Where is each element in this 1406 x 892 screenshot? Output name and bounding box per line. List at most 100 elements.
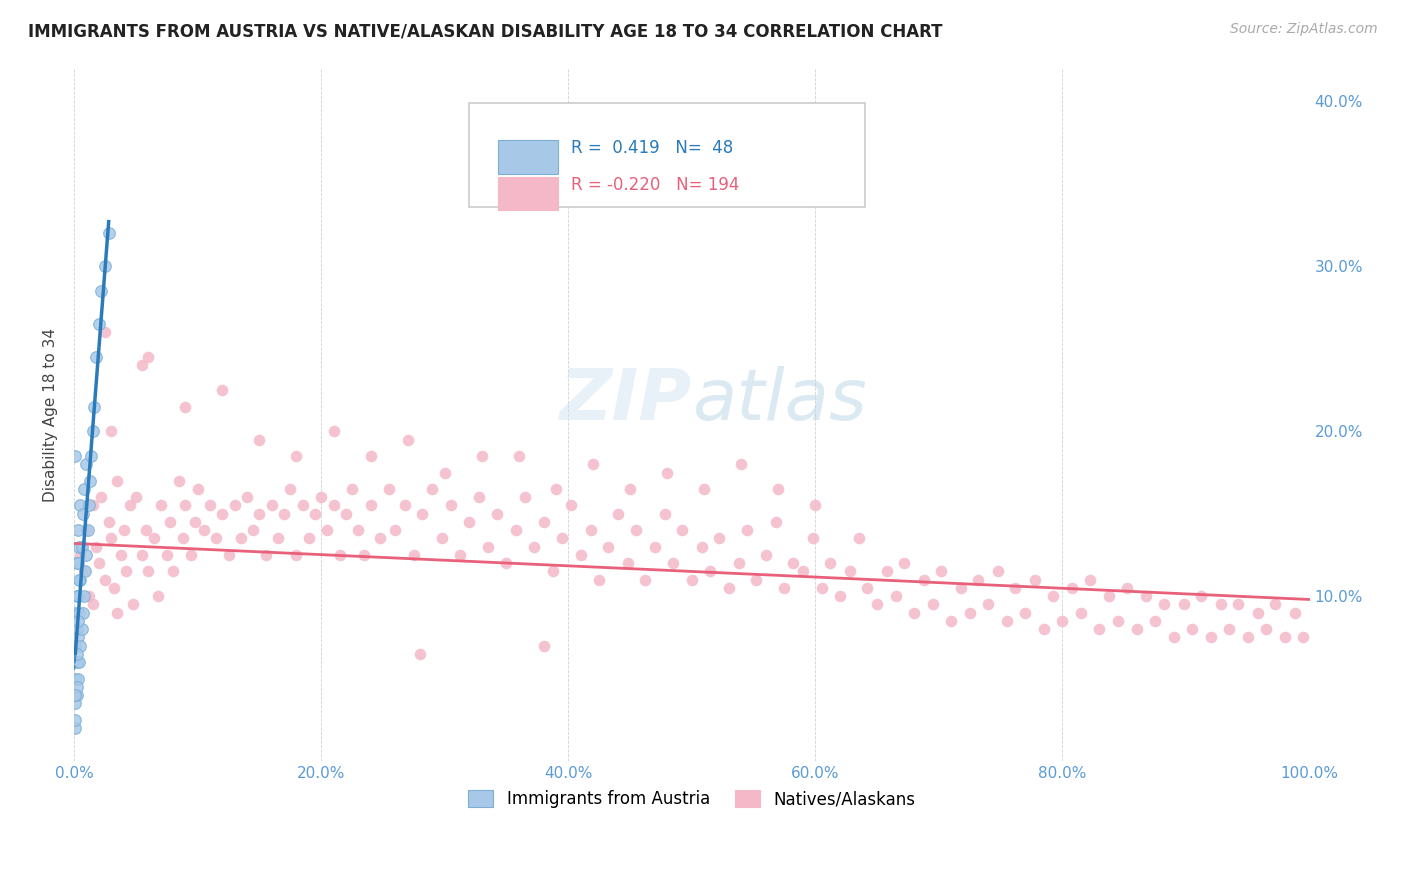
Point (97, 227, 120, 241)
Point (322, 499, 344, 513)
Point (110, 548, 132, 562)
Point (105, 606, 128, 620)
Point (97, 515, 120, 529)
Point (693, 482, 716, 496)
Point (1209, 598, 1232, 612)
Point (131, 359, 153, 373)
Point (100, 425, 122, 439)
Point (70, 622, 93, 636)
Point (73, 482, 96, 496)
Point (893, 556, 915, 570)
Text: ZIP: ZIP (560, 367, 692, 435)
Point (1199, 631, 1222, 645)
Point (83, 400, 105, 414)
Point (378, 482, 401, 496)
Point (768, 482, 790, 496)
Point (440, 499, 463, 513)
Point (65, 655, 87, 669)
Point (485, 507, 508, 521)
Point (77, 589, 100, 603)
Point (409, 647, 432, 661)
Point (94, 573, 117, 587)
Point (70, 540, 93, 554)
Point (322, 425, 344, 439)
Point (1135, 589, 1157, 603)
Point (184, 515, 207, 529)
Point (468, 490, 491, 504)
Text: R =  0.419   N=  48: R = 0.419 N= 48 (571, 139, 733, 157)
Point (717, 581, 740, 595)
Point (94, 326, 117, 340)
Point (624, 523, 647, 537)
Point (65, 449, 87, 463)
Point (67, 655, 90, 669)
Point (471, 449, 494, 463)
Point (654, 507, 676, 521)
Point (105, 474, 128, 488)
Point (75, 457, 97, 471)
Point (291, 499, 314, 513)
Point (596, 540, 619, 554)
Y-axis label: Disability Age 18 to 34: Disability Age 18 to 34 (44, 327, 58, 502)
Point (1088, 622, 1111, 636)
Point (856, 581, 879, 595)
Point (866, 598, 889, 612)
Point (205, 532, 228, 546)
Point (533, 515, 555, 529)
Point (347, 523, 370, 537)
Point (69, 499, 91, 513)
Point (1014, 606, 1036, 620)
Point (1144, 614, 1167, 628)
Point (167, 474, 190, 488)
Point (477, 540, 499, 554)
Point (921, 598, 943, 612)
Point (82, 499, 104, 513)
Point (1098, 589, 1121, 603)
Point (211, 383, 233, 397)
Point (730, 457, 752, 471)
Point (1284, 606, 1306, 620)
Point (65, 688, 87, 702)
Point (699, 565, 721, 579)
Point (839, 565, 862, 579)
Point (1274, 631, 1296, 645)
Point (977, 598, 1000, 612)
Point (273, 507, 295, 521)
Point (75, 548, 97, 562)
Point (247, 507, 270, 521)
Point (1256, 622, 1278, 636)
Point (1004, 581, 1026, 595)
Point (582, 457, 605, 471)
Point (360, 499, 382, 513)
Point (1032, 622, 1054, 636)
Point (67, 573, 90, 587)
Point (544, 482, 567, 496)
Point (193, 523, 215, 537)
Point (66, 631, 89, 645)
Point (69, 573, 91, 587)
Point (384, 523, 406, 537)
Point (335, 507, 357, 521)
Point (72, 507, 94, 521)
Point (513, 490, 536, 504)
Point (745, 573, 768, 587)
Point (449, 548, 471, 562)
Point (75, 565, 97, 579)
Point (995, 614, 1018, 628)
Point (959, 606, 981, 620)
Point (66, 523, 89, 537)
Point (329, 548, 352, 562)
Text: Source: ZipAtlas.com: Source: ZipAtlas.com (1230, 22, 1378, 37)
Point (1024, 573, 1046, 587)
Point (122, 598, 145, 612)
Point (606, 507, 628, 521)
Point (1062, 581, 1084, 595)
Point (66, 556, 89, 570)
Point (136, 565, 159, 579)
Point (655, 466, 678, 480)
Point (987, 565, 1010, 579)
FancyBboxPatch shape (498, 177, 558, 211)
Point (340, 482, 363, 496)
Point (112, 523, 135, 537)
Point (671, 523, 693, 537)
